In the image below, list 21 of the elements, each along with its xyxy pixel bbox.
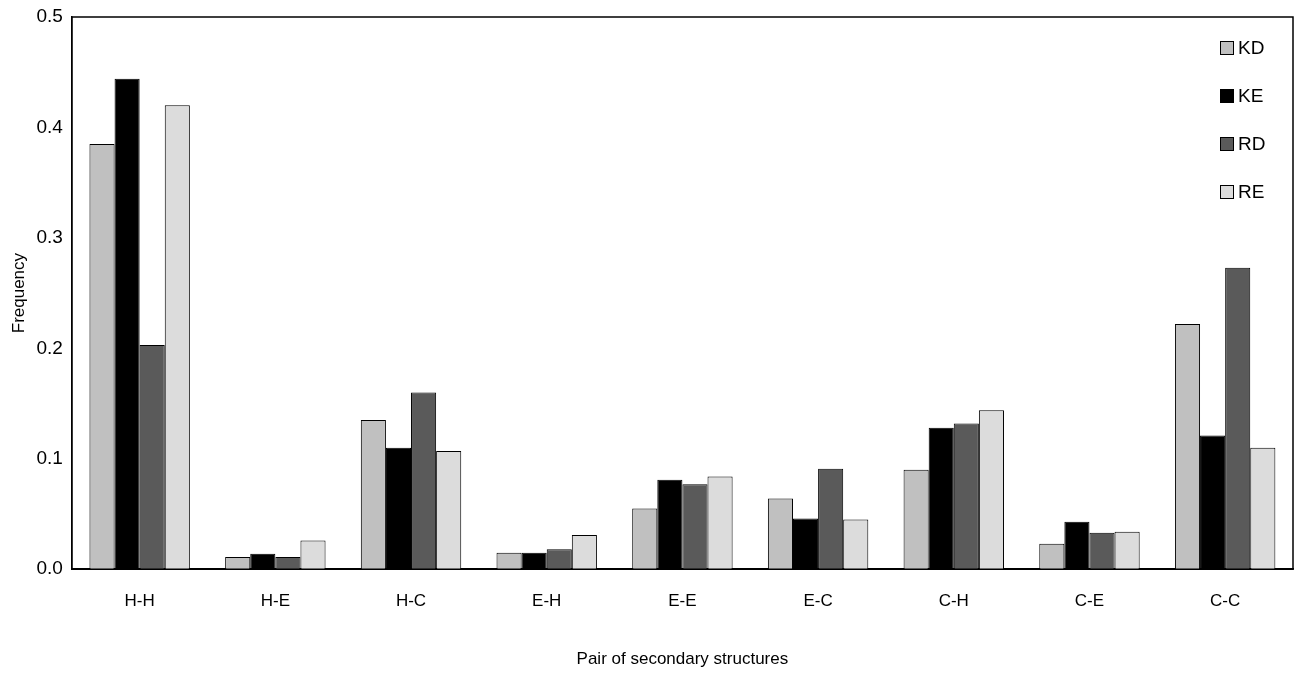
legend-label: RE <box>1238 181 1265 203</box>
x-tick-label: H-C <box>395 591 427 611</box>
x-tick-label: E-C <box>803 591 833 611</box>
y-tick-label: 0.5 <box>36 5 63 27</box>
y-tick-label: 0.0 <box>36 557 63 579</box>
x-tick-label: C-E <box>1074 591 1105 611</box>
legend-label: KD <box>1238 37 1265 59</box>
legend-label: RD <box>1238 133 1266 155</box>
x-axis-title: Pair of secondary structures <box>576 649 789 669</box>
y-tick-label: 0.1 <box>36 446 63 468</box>
x-tick-label: C-H <box>938 591 969 611</box>
x-tick-label: C-C <box>1210 591 1241 611</box>
x-tick-label: H-E <box>260 591 290 611</box>
x-tick-label: E-E <box>668 591 697 611</box>
x-tick-label: E-H <box>532 591 562 611</box>
y-tick-label: 0.3 <box>36 226 63 248</box>
x-tick-label: H-H <box>124 591 155 611</box>
legend-label: KE <box>1238 85 1264 107</box>
y-tick-label: 0.2 <box>36 336 63 358</box>
y-tick-label: 0.4 <box>36 115 64 137</box>
y-axis-title: Frequency <box>8 252 28 334</box>
